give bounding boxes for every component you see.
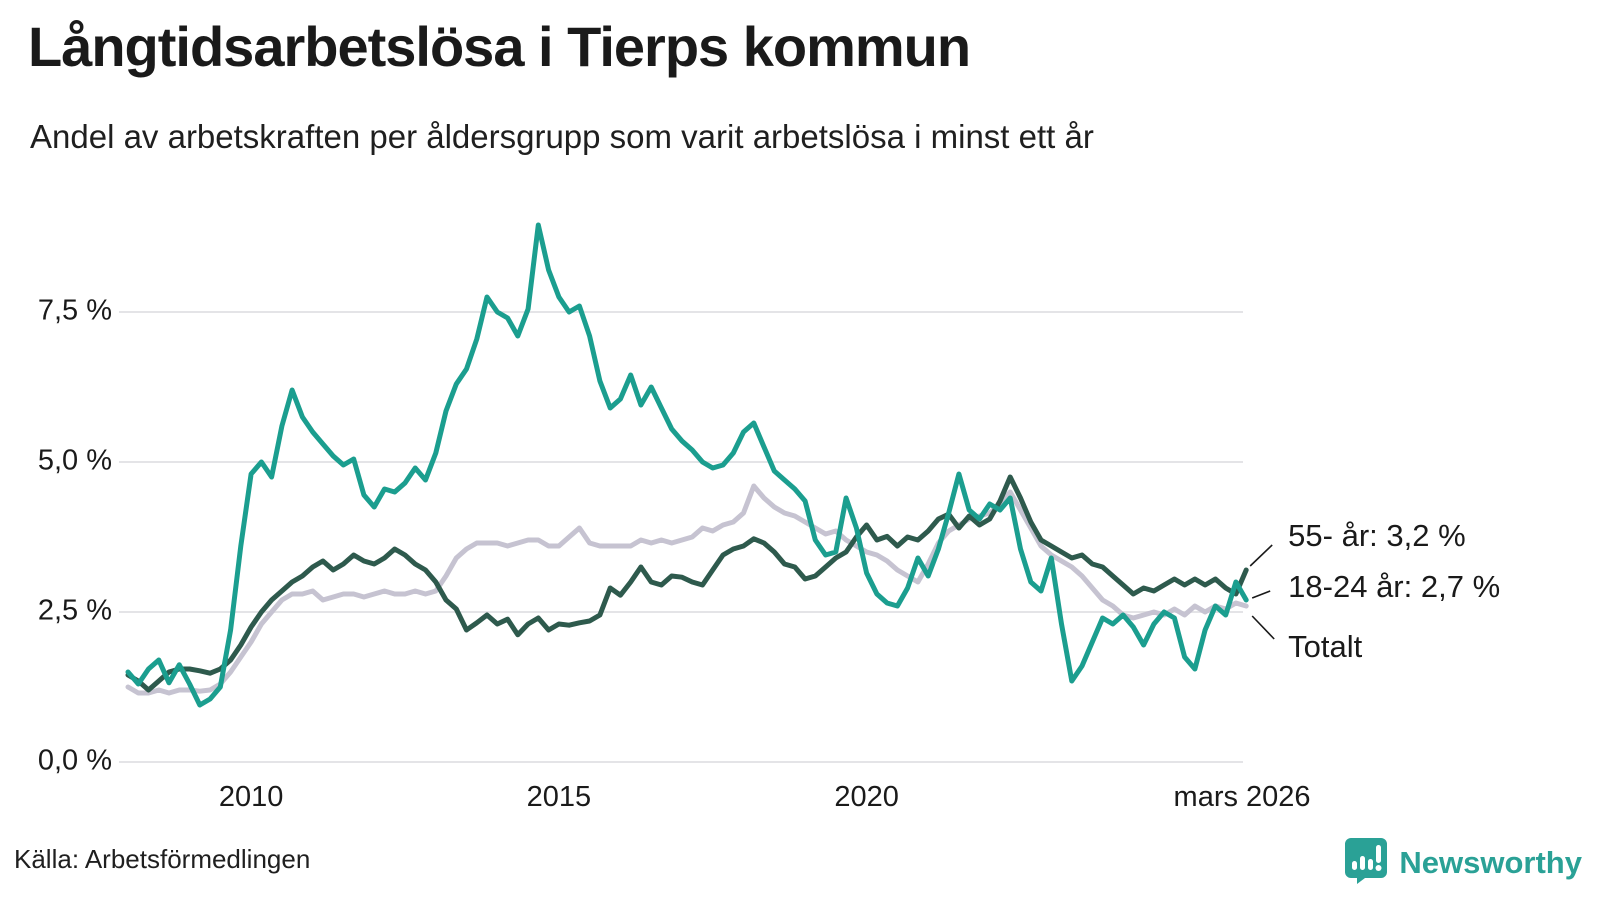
y-axis-tick-label: 0,0 % bbox=[38, 745, 112, 777]
page-title: Långtidsarbetslösa i Tierps kommun bbox=[28, 15, 971, 78]
x-axis-tick-label: 2020 bbox=[834, 781, 899, 813]
annotation-leader bbox=[1251, 590, 1271, 599]
newsworthy-icon bbox=[1343, 836, 1389, 889]
y-axis-tick-label: 2,5 % bbox=[38, 595, 112, 627]
x-axis-tick-label: 2010 bbox=[219, 781, 284, 813]
x-axis-tick-label: 2015 bbox=[527, 781, 592, 813]
series-line-Totalt bbox=[125, 483, 1249, 696]
newsworthy-wordmark: Newsworthy bbox=[1399, 844, 1582, 880]
page-subtitle: Andel av arbetskraften per åldersgrupp s… bbox=[30, 118, 1094, 155]
line-end-label: 55- år: 3,2 % bbox=[1288, 518, 1465, 553]
y-axis-tick-label: 7,5 % bbox=[38, 295, 112, 327]
y-axis-tick-label: 5,0 % bbox=[38, 445, 112, 477]
annotation-leader bbox=[1251, 615, 1275, 640]
line-end-label: 18-24 år: 2,7 % bbox=[1288, 569, 1500, 604]
series-line-18-24år bbox=[125, 222, 1249, 708]
x-axis-tick-label: mars 2026 bbox=[1174, 781, 1311, 813]
annotation-leader bbox=[1249, 544, 1273, 567]
series-line-55-år bbox=[125, 474, 1249, 693]
newsworthy-logo: Newsworthy bbox=[1343, 836, 1582, 889]
line-end-label: Totalt bbox=[1288, 629, 1362, 664]
source-note: Källa: Arbetsförmedlingen bbox=[14, 844, 311, 874]
